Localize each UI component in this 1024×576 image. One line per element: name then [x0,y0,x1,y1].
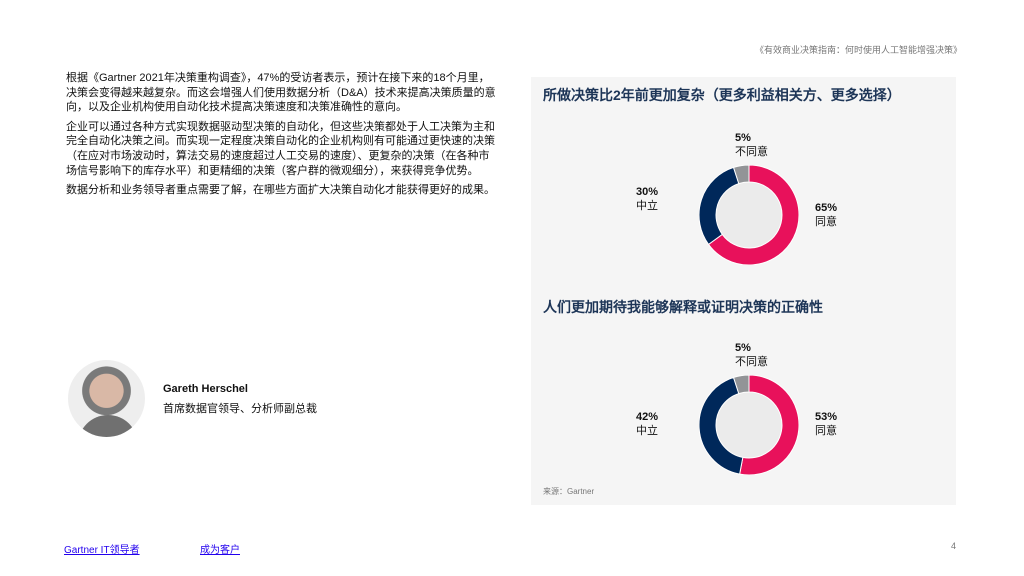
donut-chart-1 [699,165,799,265]
donut-center [716,182,782,248]
label-disagree: 5% 不同意 [735,342,768,368]
chart-title: 所做决策比2年前更加复杂（更多利益相关方、更多选择） [543,87,901,103]
donut-slice-0 [739,375,799,475]
donut-slice-2 [732,375,750,395]
label-agree: 65% 同意 [815,202,838,228]
label-agree: 53% 同意 [815,411,838,437]
body-text: 根据《Gartner 2021年决策重构调查》，47%的受访者表示，预计在接下来… [66,71,496,203]
chart-title: 人们更加期待我能够解释或证明决策的正确性 [543,299,823,315]
label-neutral: 42% 中立 [636,411,659,437]
donut-slice-0 [707,165,799,265]
source-note: 来源：Gartner [543,487,595,496]
chart-panel: 所做决策比2年前更加复杂（更多利益相关方、更多选择） 5% 不同意 30% 中立 6… [531,77,956,505]
avatar [68,360,145,437]
label-disagree: 5% 不同意 [735,132,768,158]
donut-slice-2 [732,165,750,185]
gartner-it-leaders-link[interactable]: Gartner IT领导者 [64,545,140,556]
paragraph: 根据《Gartner 2021年决策重构调查》，47%的受访者表示，预计在接下来… [66,72,496,114]
author-name: Gareth Herschel [163,383,248,395]
document-title: 《有效商业决策指南：何时使用人工智能增强决策》 [754,45,962,55]
paragraph: 企业可以通过各种方式实现数据驱动型决策的自动化，但这些决策都处于人工决策为主和完… [66,120,495,177]
paragraph: 数据分析和业务领导者重点需要了解，在哪些方面扩大决策自动化才能获得更好的成果。 [66,184,495,197]
label-neutral: 30% 中立 [636,186,659,212]
author-role: 首席数据官领导、分析师副总裁 [163,403,317,415]
donut-chart-2 [699,375,799,475]
donut-center [716,392,782,458]
become-client-link[interactable]: 成为客户 [200,545,240,556]
page-number: 4 [950,541,956,551]
